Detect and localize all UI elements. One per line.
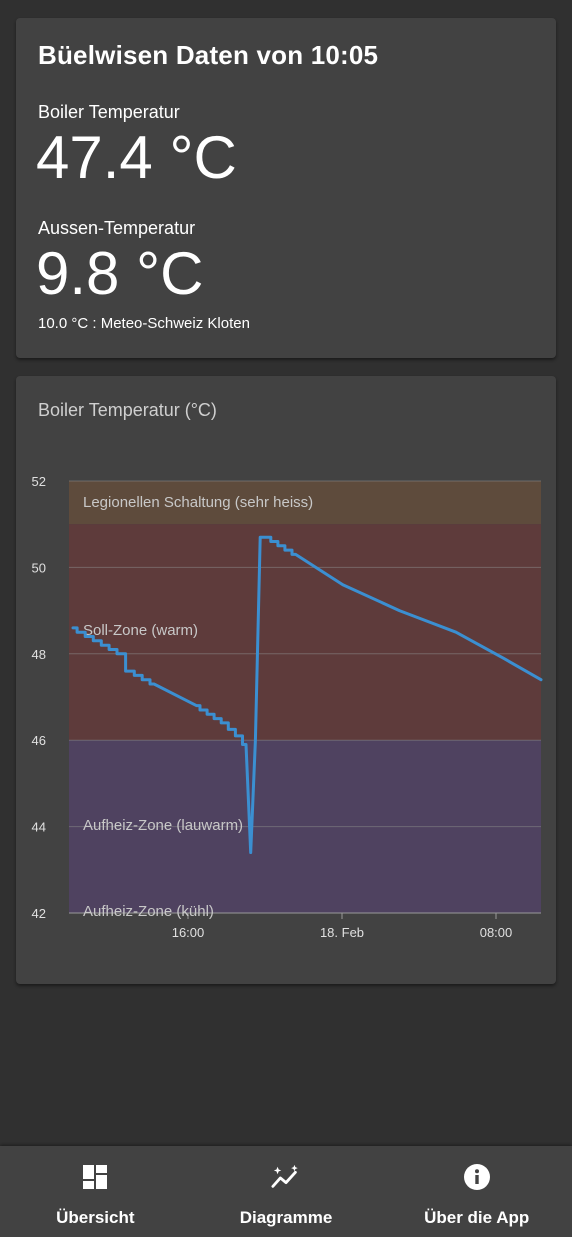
meteo-note: 10.0 °C : Meteo-Schweiz Kloten xyxy=(38,315,250,332)
chart-sparkle-icon xyxy=(271,1162,301,1192)
zone-band xyxy=(69,826,541,913)
nav-label-ueber-die-app: Über die App xyxy=(424,1208,530,1227)
bottom-navigation: Übersicht Diagramme Über die App xyxy=(0,1146,572,1237)
boiler-temp-label: Boiler Temperatur xyxy=(38,102,180,122)
boiler-temperature-chart: 52 50 48 46 44 42 16:00 18. Feb 08:00 Legionellen… xyxy=(32,474,543,940)
outside-temp-value: 9.8 °C xyxy=(36,240,204,307)
boiler-temp-value: 47.4 °C xyxy=(36,124,237,191)
zone-label: Aufheiz-Zone (lauwarm) xyxy=(83,817,243,834)
x-tick-label: 18. Feb xyxy=(320,925,364,940)
chart-title: Boiler Temperatur (°C) xyxy=(38,400,217,420)
x-tick-label: 08:00 xyxy=(480,925,513,940)
y-tick-label: 42 xyxy=(32,906,46,921)
zone-band xyxy=(69,740,541,827)
y-tick-label: 50 xyxy=(32,560,46,575)
x-tick-label: 16:00 xyxy=(172,925,205,940)
summary-card: Büelwisen Daten von 10:05 Boiler Tempera… xyxy=(16,18,556,358)
dashboard-icon xyxy=(80,1162,110,1192)
chart-card: Boiler Temperatur (°C) 52 50 48 46 44 42 16:00… xyxy=(16,376,556,984)
y-tick-label: 44 xyxy=(32,820,46,835)
nav-item-uebersicht[interactable]: Übersicht xyxy=(0,1146,191,1237)
nav-item-ueber-die-app[interactable]: Über die App xyxy=(381,1146,572,1237)
zone-band xyxy=(69,481,541,525)
outside-temp-label: Aussen-Temperatur xyxy=(38,218,196,238)
nav-label-diagramme: Diagramme xyxy=(239,1208,333,1227)
y-tick-label: 48 xyxy=(32,647,46,662)
summary-title: Büelwisen Daten von 10:05 xyxy=(38,40,379,70)
info-icon xyxy=(462,1162,492,1192)
y-tick-label: 52 xyxy=(32,474,46,489)
y-tick-label: 46 xyxy=(32,733,46,748)
nav-item-diagramme[interactable]: Diagramme xyxy=(191,1146,382,1237)
zone-label: Aufheiz-Zone (kühl) xyxy=(83,903,214,920)
zone-label: Legionellen Schaltung (sehr heiss) xyxy=(83,494,313,511)
zone-label: Soll-Zone (warm) xyxy=(83,622,198,639)
series-line xyxy=(71,535,543,854)
nav-label-uebersicht: Übersicht xyxy=(56,1208,135,1227)
